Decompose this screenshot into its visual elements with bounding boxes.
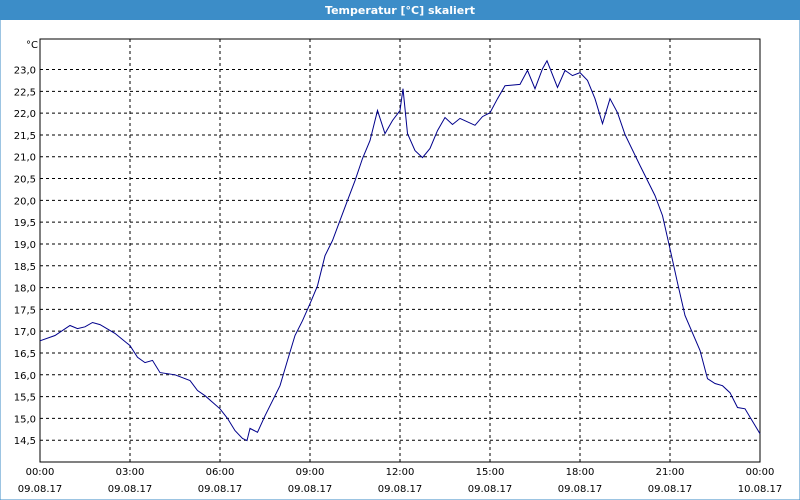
- y-tick-label: 22,5: [14, 87, 36, 98]
- y-tick-label: 20,5: [14, 175, 36, 186]
- x-tick-label: 15:00: [476, 467, 505, 478]
- x-tick-label: 21:00: [656, 467, 685, 478]
- x-tick-date: 09.08.17: [468, 484, 513, 495]
- chart-title: Temperatur [°C] skaliert: [325, 4, 475, 17]
- x-tick-label: 09:00: [296, 467, 325, 478]
- y-tick-label: 18,0: [14, 284, 36, 295]
- line: [39, 59, 761, 442]
- x-tick-label: 00:00: [746, 467, 775, 478]
- x-tick-label: 06:00: [206, 467, 235, 478]
- y-tick-label: 18,5: [14, 262, 36, 273]
- y-tick-label: 19,0: [14, 240, 36, 251]
- x-tick-label: 18:00: [566, 467, 595, 478]
- x-tick-date: 09.08.17: [558, 484, 603, 495]
- y-unit: °C: [26, 40, 38, 51]
- y-tick-label: 19,5: [14, 218, 36, 229]
- x-tick-date: 09.08.17: [378, 484, 423, 495]
- x-tick-date: 10.08.17: [738, 484, 783, 495]
- y-tick-label: 15,5: [14, 393, 36, 404]
- x-tick-label: 00:00: [26, 467, 55, 478]
- y-tick-label: 16,5: [14, 349, 36, 360]
- y-tick-label: 21,5: [14, 131, 36, 142]
- x-tick-date: 09.08.17: [648, 484, 693, 495]
- y-tick-label: 16,0: [14, 371, 36, 382]
- y-tick-label: 21,0: [14, 153, 36, 164]
- y-tick-label: 15,0: [14, 414, 36, 425]
- title-bar: [0, 0, 800, 20]
- y-tick-label: 20,0: [14, 196, 36, 207]
- y-tick-label: 17,5: [14, 305, 36, 316]
- y-tick-label: 22,0: [14, 109, 36, 120]
- y-tick-label: 17,0: [14, 327, 36, 338]
- y-tick-label: 14,5: [14, 436, 36, 447]
- x-tick-date: 09.08.17: [198, 484, 243, 495]
- plot-frame: [39, 38, 761, 463]
- x-tick-date: 09.08.17: [18, 484, 63, 495]
- x-tick-label: 03:00: [116, 467, 145, 478]
- y-tick-label: 23,0: [14, 66, 36, 77]
- x-tick-label: 12:00: [386, 467, 415, 478]
- x-tick-date: 09.08.17: [288, 484, 333, 495]
- x-tick-date: 09.08.17: [108, 484, 153, 495]
